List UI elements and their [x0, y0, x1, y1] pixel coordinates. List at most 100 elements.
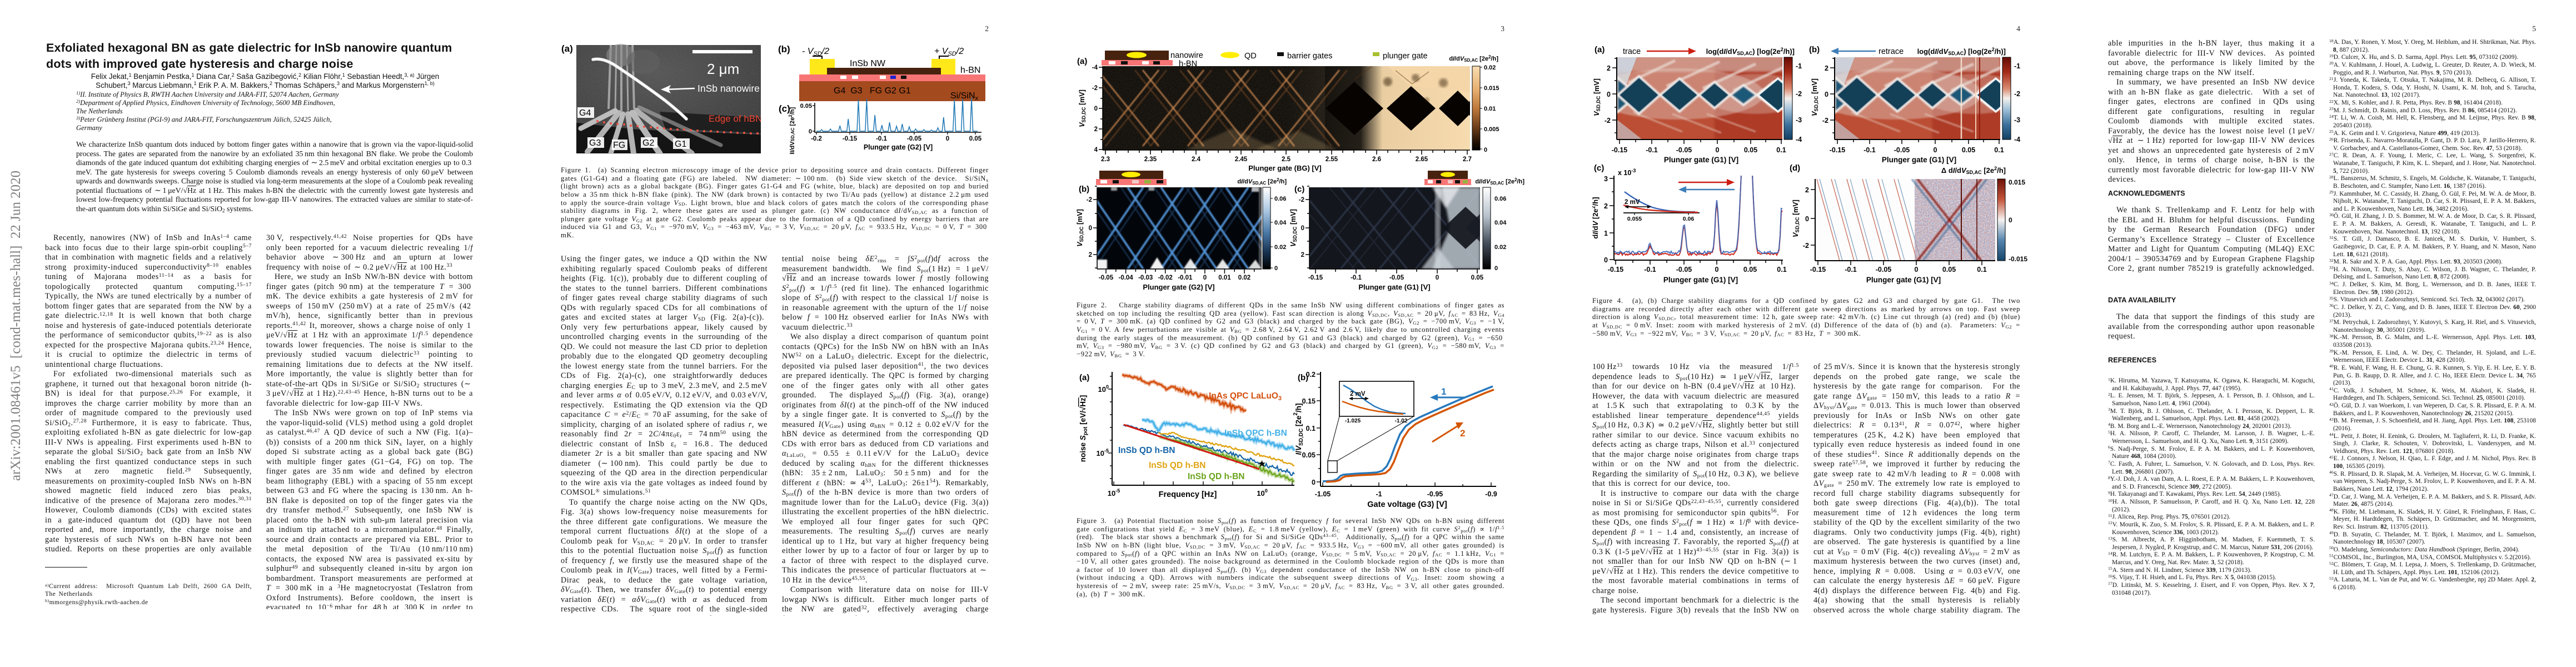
svg-text:Gate voltage (G3) [V]: Gate voltage (G3) [V]: [1367, 500, 1447, 509]
svg-text:-2: -2: [1092, 85, 1098, 92]
svg-text:0.015: 0.015: [2009, 178, 2025, 186]
svg-text:Plunger gate (G1) [V]: Plunger gate (G1) [V]: [1664, 156, 1738, 164]
svg-text:3: 3: [1604, 175, 1608, 183]
svg-text:0.015: 0.015: [1484, 85, 1499, 92]
svg-text:-0.15: -0.15: [1830, 146, 1846, 154]
svg-text:x 10-3: x 10-3: [1618, 168, 1636, 177]
svg-text:-1.025: -1.025: [1345, 418, 1361, 424]
svg-text:I/VSD,DC [2e2/h]: I/VSD,DC [2e2/h]: [1293, 404, 1304, 455]
svg-text:InSb QD h-BN: InSb QD h-BN: [1149, 461, 1205, 470]
svg-text:0.02: 0.02: [1238, 275, 1250, 281]
svg-text:G4 G3 FG G2 G1: G4 G3 FG G2 G1: [834, 86, 911, 96]
svg-text:2 mV: 2 mV: [1350, 391, 1366, 397]
svg-text:InSb QPC h-BN: InSb QPC h-BN: [1224, 429, 1287, 438]
svg-text:2.5: 2.5: [1282, 156, 1291, 163]
svg-text:InSb QD h-BN: InSb QD h-BN: [1118, 446, 1175, 455]
svg-text:(a): (a): [1079, 373, 1089, 382]
svg-text:2 μm: 2 μm: [707, 61, 739, 77]
svg-text:(a): (a): [1595, 45, 1605, 54]
svg-text:2.65: 2.65: [1416, 156, 1428, 163]
svg-text:-2: -2: [1803, 242, 1809, 250]
svg-text:0: 0: [1825, 91, 1828, 98]
svg-text:2: 2: [1301, 252, 1304, 258]
svg-text:-2: -2: [1796, 90, 1802, 98]
svg-text:-2: -2: [2014, 90, 2020, 98]
svg-text:log(dI/dVSD,AC) [log(2e2/h)]: log(dI/dVSD,AC) [log(2e2/h)]: [1917, 47, 2006, 56]
svg-text:+ VSD/2: + VSD/2: [934, 47, 964, 57]
svg-text:(b): (b): [1809, 45, 1820, 54]
svg-text:-0.1: -0.1: [1864, 146, 1876, 154]
svg-text:nanowire: nanowire: [1170, 51, 1203, 60]
svg-text:-0.05: -0.05: [1099, 275, 1114, 281]
svg-text:2.4: 2.4: [1192, 156, 1201, 163]
svg-text:(b): (b): [1298, 373, 1308, 382]
svg-text:0: 0: [1301, 225, 1304, 232]
svg-text:0: 0: [1915, 266, 1919, 273]
svg-text:0.06: 0.06: [1683, 216, 1695, 222]
svg-text:dI/dVSD,AC [2e2/h]: dI/dVSD,AC [2e2/h]: [788, 107, 796, 154]
svg-text:-2: -2: [1605, 117, 1611, 125]
svg-text:0: 0: [2009, 216, 2012, 224]
svg-text:InSb nanowire: InSb nanowire: [697, 83, 760, 94]
svg-text:VSD,DC [mV]: VSD,DC [mV]: [1593, 78, 1601, 116]
svg-text:-0.05: -0.05: [1389, 275, 1404, 281]
svg-text:-4: -4: [1092, 64, 1098, 71]
svg-text:dI/dVSD,AC [2e2/h]: dI/dVSD,AC [2e2/h]: [1475, 177, 1524, 186]
svg-text:0.05: 0.05: [1471, 275, 1484, 281]
svg-text:-0.15: -0.15: [843, 136, 858, 142]
svg-text:-0.15: -0.15: [1612, 146, 1628, 154]
svg-text:0.1: 0.1: [1306, 425, 1316, 432]
svg-text:2 mV: 2 mV: [1625, 199, 1640, 206]
svg-text:0.02: 0.02: [1274, 244, 1286, 251]
svg-text:0.05: 0.05: [800, 103, 812, 109]
svg-text:Plunger gate (G1) [V]: Plunger gate (G1) [V]: [1358, 283, 1430, 291]
svg-text:InSb QD h-BN: InSb QD h-BN: [1188, 472, 1244, 481]
svg-text:- VSD/2: - VSD/2: [802, 47, 829, 57]
svg-text:h-BN: h-BN: [960, 66, 980, 75]
svg-text:VSD,DC [mV]: VSD,DC [mV]: [1289, 209, 1298, 247]
svg-text:-0.1: -0.1: [876, 136, 887, 142]
svg-text:0: 0: [1089, 225, 1092, 232]
svg-text:dI/dVSD,AC [2e2/h]: dI/dVSD,AC [2e2/h]: [1237, 177, 1287, 186]
svg-text:-3: -3: [1796, 116, 1802, 124]
svg-text:2: 2: [1089, 252, 1092, 258]
svg-text:dI/dV [2e2/h]: dI/dV [2e2/h]: [1592, 197, 1600, 238]
svg-text:4: 4: [1094, 147, 1098, 153]
svg-text:0: 0: [809, 128, 812, 135]
svg-text:0.2: 0.2: [1306, 371, 1316, 379]
svg-text:(b): (b): [778, 44, 790, 54]
svg-text:-1: -1: [2014, 62, 2020, 70]
svg-text:2.6: 2.6: [1372, 156, 1381, 163]
svg-text:trace: trace: [1623, 47, 1641, 56]
svg-text:2.35: 2.35: [1144, 156, 1157, 163]
svg-text:★: ★: [1258, 459, 1266, 469]
svg-text:0.05: 0.05: [1942, 266, 1956, 273]
svg-text:Edge of hBN: Edge of hBN: [709, 113, 761, 124]
svg-text:2: 2: [1607, 64, 1611, 72]
svg-text:0: 0: [1716, 146, 1720, 154]
svg-text:0.01: 0.01: [1484, 106, 1496, 112]
svg-text:G1: G1: [675, 140, 686, 149]
svg-text:2: 2: [1805, 186, 1809, 194]
svg-text:100: 100: [1098, 384, 1109, 394]
svg-text:VSD,DC [mV]: VSD,DC [mV]: [1078, 89, 1087, 127]
svg-text:2.45: 2.45: [1235, 156, 1248, 163]
svg-text:InAs QPC LaLuO3: InAs QPC LaLuO3: [1209, 391, 1282, 402]
svg-text:barrier gates: barrier gates: [1287, 52, 1332, 61]
svg-text:-0.1: -0.1: [1646, 146, 1658, 154]
svg-text:0: 0: [1494, 265, 1498, 272]
svg-text:(c): (c): [1594, 163, 1604, 173]
svg-text:0: 0: [1274, 265, 1278, 272]
svg-text:-0.02: -0.02: [1158, 275, 1173, 281]
svg-text:0: 0: [1094, 106, 1098, 112]
svg-text:0.1: 0.1: [1977, 266, 1986, 273]
svg-text:(c): (c): [779, 103, 790, 114]
svg-text:0.06: 0.06: [1274, 196, 1286, 202]
svg-text:2.7: 2.7: [1463, 156, 1472, 163]
svg-text:Frequency [Hz]: Frequency [Hz]: [1159, 490, 1217, 499]
svg-text:Plunger gate (G1) [V]: Plunger gate (G1) [V]: [1866, 276, 1941, 284]
svg-text:-0.015: -0.015: [2009, 255, 2027, 263]
svg-text:-0.15: -0.15: [1810, 266, 1826, 273]
svg-text:0.055: 0.055: [1627, 216, 1642, 222]
svg-text:-0.04: -0.04: [1118, 275, 1133, 281]
